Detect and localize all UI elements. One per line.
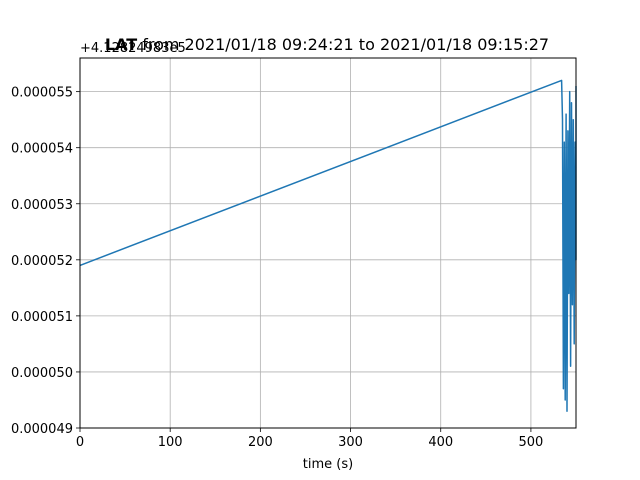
plot-frame xyxy=(79,57,577,429)
y-tick-label: 0.000049 xyxy=(11,422,73,437)
x-axis-label: time (s) xyxy=(303,457,353,472)
y-offset-label: +4.12824983e5 xyxy=(80,41,186,56)
chart-title-rest: from 2021/01/18 09:24:21 to 2021/01/18 0… xyxy=(137,35,549,54)
x-tick-label: 200 xyxy=(248,435,273,450)
chart-title-bold: LAT xyxy=(105,35,137,54)
axis-ticks xyxy=(76,91,532,432)
x-tick-label: 0 xyxy=(76,435,84,450)
x-tick-label: 100 xyxy=(158,435,183,450)
x-tick-label: 500 xyxy=(518,435,543,450)
y-tick-label: 0.000052 xyxy=(11,254,73,269)
y-tick-label: 0.000050 xyxy=(11,366,73,381)
y-tick-label: 0.000054 xyxy=(11,142,73,157)
chart-title: LAT from 2021/01/18 09:24:21 to 2021/01/… xyxy=(105,35,549,54)
y-tick-label: 0.000051 xyxy=(11,310,73,325)
x-tick-label: 400 xyxy=(428,435,453,450)
tick-labels: 0 100 200 300 400 500 0.000049 0.000050 0.000051… xyxy=(11,86,543,450)
y-tick-label: 0.000053 xyxy=(11,198,73,213)
grid-lines xyxy=(79,58,576,429)
y-tick-label: 0.000055 xyxy=(11,86,73,101)
x-tick-label: 300 xyxy=(338,435,363,450)
